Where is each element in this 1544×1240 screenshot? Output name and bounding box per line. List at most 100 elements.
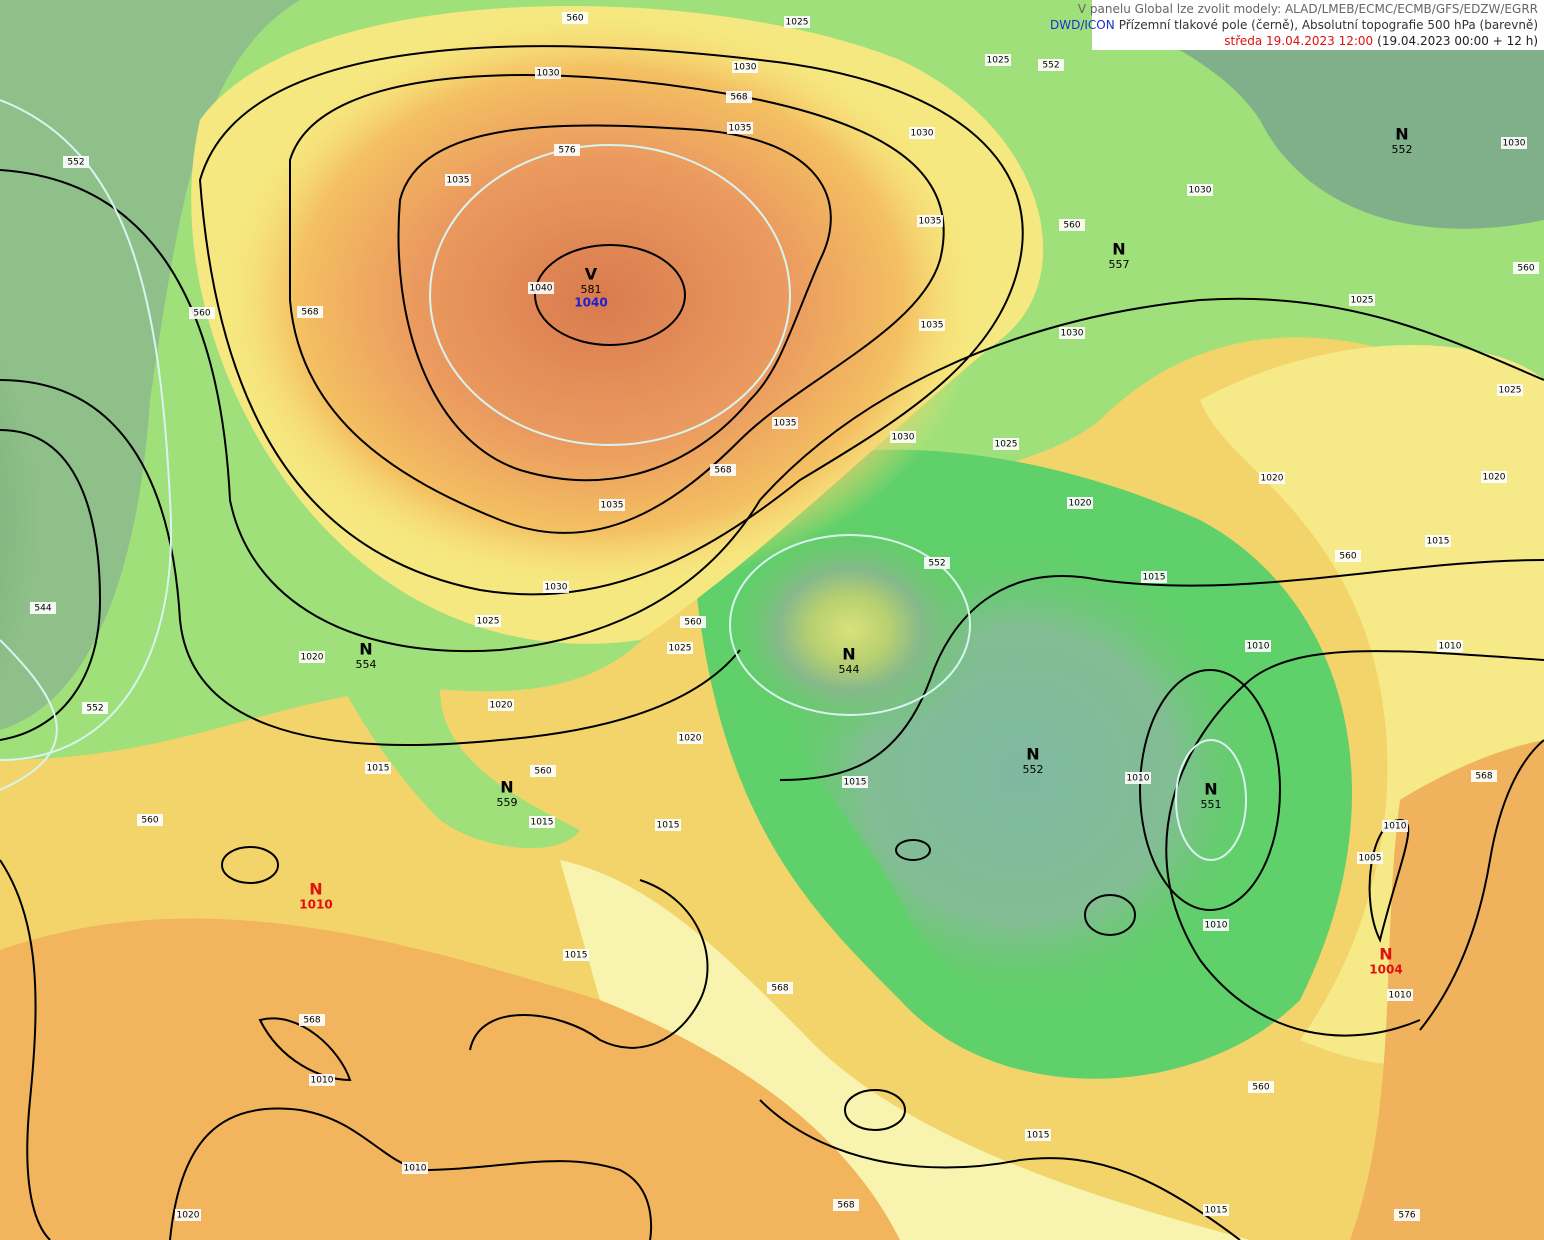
label-box: [1387, 989, 1413, 1001]
label-box: [680, 616, 706, 628]
contour-label: 1005: [1359, 854, 1382, 864]
center-type: N: [1204, 780, 1217, 799]
contour-label: 1025: [669, 644, 692, 654]
contour-label: 1030: [1189, 186, 1212, 196]
contour-label: 1015: [1427, 537, 1450, 547]
contour-label: 1015: [565, 951, 588, 961]
contour-label: 1010: [1247, 642, 1270, 652]
header-text: DWD/ICON: [1050, 18, 1115, 32]
label-box: [767, 982, 793, 994]
contour-label: 1030: [911, 129, 934, 139]
label-box: [175, 1209, 201, 1221]
label-box: [784, 16, 810, 28]
label-box: [1245, 640, 1271, 652]
contour-label: 1015: [1205, 1206, 1228, 1216]
label-box: [1394, 1209, 1420, 1221]
label-box: [924, 557, 950, 569]
label-box: [1513, 262, 1539, 274]
label-box: [1357, 852, 1383, 864]
contour-label: 1030: [734, 63, 757, 73]
contour-label: 1025: [987, 56, 1010, 66]
label-box: [488, 699, 514, 711]
label-box: [528, 282, 554, 294]
center-type: N: [359, 640, 372, 659]
center-type: N: [1026, 745, 1039, 764]
label-box: [655, 819, 681, 831]
label-box: [726, 91, 752, 103]
label-box: [1501, 137, 1527, 149]
center-height: 551: [1201, 798, 1222, 811]
label-box: [1248, 1081, 1274, 1093]
center-height: 557: [1109, 258, 1130, 271]
contour-label: 552: [86, 704, 103, 714]
label-box: [309, 1074, 335, 1086]
label-box: [1038, 59, 1064, 71]
center-pressure: 1010: [299, 898, 332, 912]
center-type: N: [1112, 240, 1125, 259]
label-box: [554, 144, 580, 156]
center-type: N: [842, 645, 855, 664]
contour-label: 560: [141, 816, 158, 826]
label-box: [543, 581, 569, 593]
label-box: [1349, 294, 1375, 306]
contour-label: 1035: [729, 124, 752, 134]
contour-label: 1015: [657, 821, 680, 831]
label-box: [833, 1199, 859, 1211]
label-box: [1025, 1129, 1051, 1141]
contour-label: 1015: [531, 818, 554, 828]
contour-label: 552: [67, 158, 84, 168]
contour-label: 1030: [1061, 329, 1084, 339]
contour-label: 1020: [490, 701, 513, 711]
contour-label: 1015: [844, 778, 867, 788]
label-box: [732, 61, 758, 73]
label-box: [1059, 219, 1085, 231]
contour-label: 560: [684, 618, 701, 628]
label-box: [475, 615, 501, 627]
label-box: [1382, 820, 1408, 832]
label-box: [562, 12, 588, 24]
contour-label: 560: [534, 767, 551, 777]
contour-label: 560: [1063, 221, 1080, 231]
contour-label: 1025: [477, 617, 500, 627]
header-line: V panelu Global lze zvolit modely: ALAD/…: [1078, 2, 1538, 16]
contour-label: 1010: [404, 1164, 427, 1174]
contour-label: 560: [1339, 552, 1356, 562]
center-pressure: 1004: [1369, 963, 1402, 977]
height-contours: [0, 99, 1247, 861]
label-box: [727, 122, 753, 134]
header-text: V panelu Global lze zvolit modely: ALAD/…: [1078, 2, 1538, 16]
label-box: [1059, 327, 1085, 339]
label-box: [563, 949, 589, 961]
label-box: [667, 642, 693, 654]
contour-label: 1030: [1503, 139, 1526, 149]
header-text: (19.04.2023 00:00 + 12 h): [1377, 34, 1538, 48]
center-type: N: [500, 778, 513, 797]
contour-label: 1025: [1351, 296, 1374, 306]
label-box: [1067, 497, 1093, 509]
label-box: [299, 1014, 325, 1026]
contour-label: 1015: [1027, 1131, 1050, 1141]
center-type: N: [309, 880, 322, 899]
label-box: [1141, 571, 1167, 583]
contour-label: 560: [566, 14, 583, 24]
contour-label: 1010: [1384, 822, 1407, 832]
label-box: [365, 762, 391, 774]
label-box: [63, 156, 89, 168]
center-type: N: [1379, 945, 1392, 964]
label-box: [1437, 640, 1463, 652]
contour-label: 1020: [1261, 474, 1284, 484]
contour-label: 568: [714, 466, 731, 476]
contour-label: 568: [771, 984, 788, 994]
header-text: Přízemní tlakové pole (černě), Absolutní…: [1119, 18, 1538, 32]
label-box: [1259, 472, 1285, 484]
contour-label: 1010: [311, 1076, 334, 1086]
label-box: [1481, 471, 1507, 483]
label-box: [137, 814, 163, 826]
label-box: [402, 1162, 428, 1174]
label-box: [297, 306, 323, 318]
label-box: [985, 54, 1011, 66]
contour-label: 568: [837, 1201, 854, 1211]
contour-label: 1035: [921, 321, 944, 331]
label-box: [909, 127, 935, 139]
contour-label: 1040: [530, 284, 553, 294]
